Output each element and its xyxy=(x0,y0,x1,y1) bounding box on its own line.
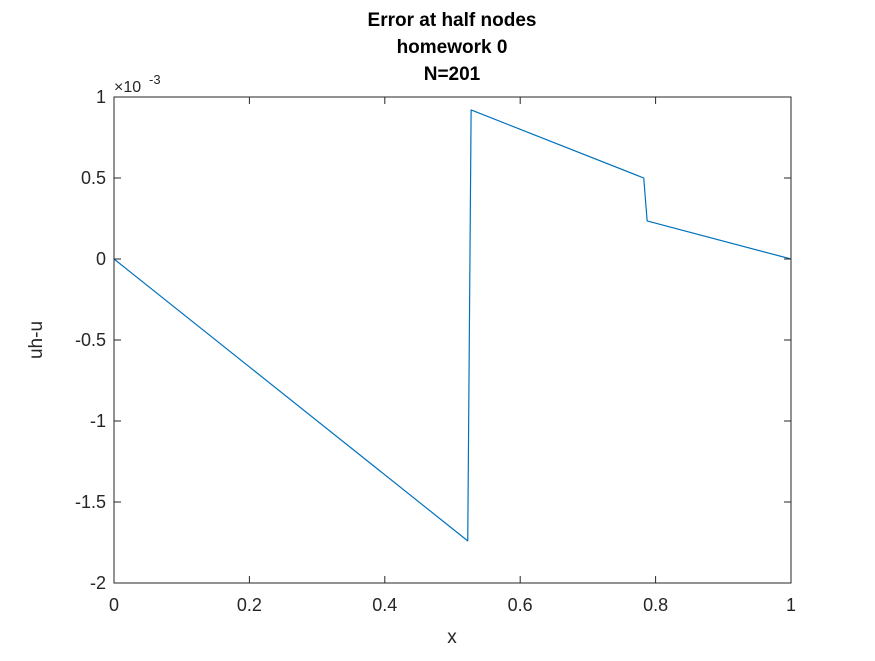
y-axis-label: uh-u xyxy=(26,321,47,359)
x-axis-label: x xyxy=(447,627,457,648)
y-tick-label: 0.5 xyxy=(81,168,106,188)
y-tick-label: 1 xyxy=(96,87,106,107)
y-tick-label: -1.5 xyxy=(75,492,106,512)
y-tick-label: 0 xyxy=(96,249,106,269)
y-tick-label: -0.5 xyxy=(75,330,106,350)
x-tick-label: 0.2 xyxy=(237,595,262,615)
y-multiplier-exponent: -3 xyxy=(149,72,161,87)
x-tick-label: 0 xyxy=(109,595,119,615)
chart-title-line-1: Error at half nodes xyxy=(368,10,537,31)
x-tick-label: 0.6 xyxy=(508,595,533,615)
x-tick-label: 0.8 xyxy=(643,595,668,615)
chart-title-line-3: N=201 xyxy=(424,64,481,85)
x-tick-label: 0.4 xyxy=(372,595,397,615)
y-multiplier-base: ×10 xyxy=(114,79,141,96)
y-tick-label: -1 xyxy=(90,411,106,431)
x-tick-label: 1 xyxy=(786,595,796,615)
chart-title-line-2: homework 0 xyxy=(397,37,508,58)
y-tick-label: -2 xyxy=(90,573,106,593)
